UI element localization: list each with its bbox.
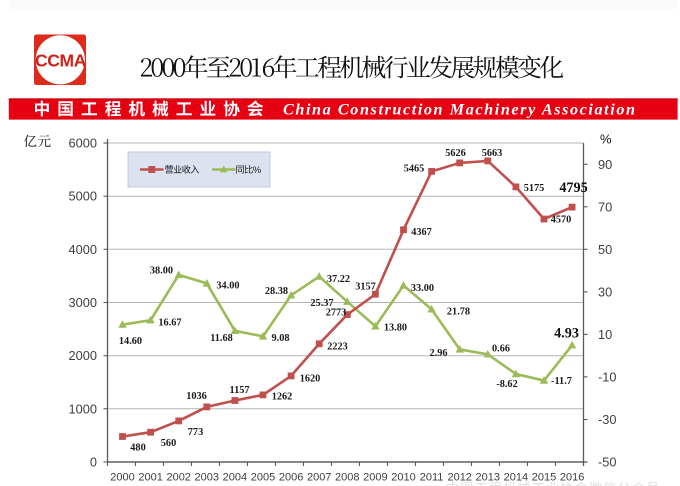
svg-text:16.67: 16.67	[158, 318, 181, 329]
svg-text:560: 560	[161, 438, 176, 449]
svg-text:5465: 5465	[404, 164, 425, 175]
svg-text:1000: 1000	[69, 401, 97, 416]
svg-text:37.22: 37.22	[327, 274, 350, 285]
svg-text:70: 70	[598, 199, 612, 214]
svg-text:CCMA: CCMA	[35, 51, 87, 71]
svg-text:2004: 2004	[223, 472, 247, 484]
svg-text:2007: 2007	[307, 472, 331, 484]
svg-text:2002: 2002	[166, 472, 190, 484]
svg-text:%: %	[600, 132, 612, 147]
svg-text:2.96: 2.96	[429, 348, 447, 359]
svg-text:4367: 4367	[411, 227, 432, 238]
svg-text:2008: 2008	[335, 472, 359, 484]
svg-text:5663: 5663	[482, 148, 503, 159]
svg-text:14.60: 14.60	[119, 336, 142, 347]
svg-text:10: 10	[598, 327, 612, 342]
svg-text:2013: 2013	[476, 472, 500, 484]
svg-text:5175: 5175	[524, 183, 545, 194]
svg-text:11.68: 11.68	[210, 333, 233, 344]
svg-text:2000: 2000	[110, 472, 134, 484]
svg-text:2773: 2773	[326, 308, 347, 319]
svg-text:2223: 2223	[327, 342, 348, 353]
svg-text:China Construction Machinery A: China Construction Machinery Association	[283, 101, 635, 119]
svg-text:-50: -50	[598, 455, 617, 470]
svg-text:9.08: 9.08	[271, 333, 289, 344]
svg-text:-10: -10	[598, 370, 617, 385]
svg-text:4000: 4000	[69, 242, 97, 257]
svg-text:4.93: 4.93	[554, 326, 579, 342]
svg-text:38.00: 38.00	[150, 266, 173, 277]
svg-text:2011: 2011	[420, 472, 444, 484]
svg-text:3000: 3000	[69, 295, 97, 310]
svg-text:5000: 5000	[69, 189, 97, 204]
svg-text:4570: 4570	[551, 215, 572, 226]
svg-text:2005: 2005	[251, 472, 275, 484]
svg-text:1157: 1157	[229, 385, 249, 396]
svg-text:21.78: 21.78	[447, 307, 470, 318]
svg-text:2000: 2000	[69, 348, 97, 363]
svg-text:2010: 2010	[391, 472, 415, 484]
svg-text:1262: 1262	[272, 392, 293, 403]
svg-text:28.38: 28.38	[265, 286, 288, 297]
svg-text:0: 0	[90, 455, 97, 470]
svg-text:1620: 1620	[300, 374, 321, 385]
svg-text:6000: 6000	[69, 136, 97, 151]
svg-text:-30: -30	[598, 412, 617, 427]
svg-text:2015: 2015	[532, 472, 556, 484]
svg-text:25.37: 25.37	[310, 298, 333, 309]
svg-text:3157: 3157	[355, 282, 376, 293]
svg-text:4795: 4795	[559, 180, 587, 196]
svg-text:33.00: 33.00	[411, 283, 434, 294]
svg-text:5626: 5626	[445, 148, 466, 159]
svg-text:2016: 2016	[560, 472, 584, 484]
svg-text:0.66: 0.66	[492, 344, 510, 355]
svg-text:90: 90	[598, 157, 612, 172]
svg-text:2001: 2001	[138, 472, 162, 484]
svg-text:480: 480	[130, 443, 145, 454]
svg-text:50: 50	[598, 242, 612, 257]
svg-text:2006: 2006	[279, 472, 303, 484]
svg-text:34.00: 34.00	[216, 281, 239, 292]
svg-text:1036: 1036	[186, 391, 207, 402]
svg-text:2012: 2012	[447, 472, 471, 484]
svg-text:2014: 2014	[504, 472, 528, 484]
svg-text:-11.7: -11.7	[551, 376, 572, 387]
svg-text:773: 773	[188, 427, 203, 438]
svg-text:30: 30	[598, 285, 612, 300]
svg-text:13.80: 13.80	[384, 323, 407, 334]
svg-text:2009: 2009	[363, 472, 387, 484]
svg-text:-8.62: -8.62	[496, 379, 517, 390]
svg-text:%: %	[253, 165, 262, 176]
svg-text:2003: 2003	[195, 472, 219, 484]
